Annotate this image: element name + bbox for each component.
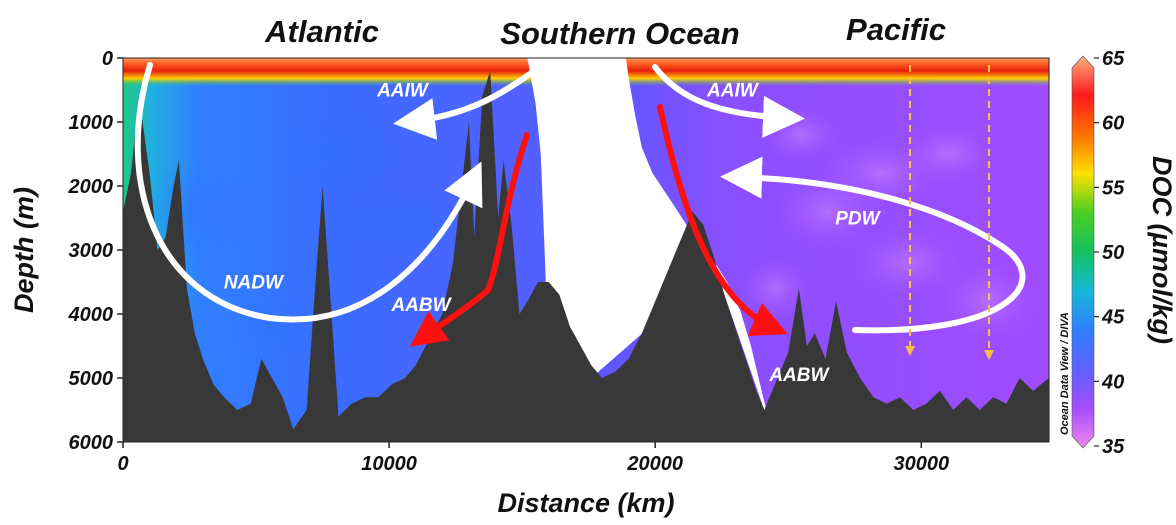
concentration-patch-2 <box>892 119 1003 189</box>
y-tick-label-0: 0 <box>102 48 113 70</box>
water-mass-label-aaiw-0: AAIW <box>376 80 430 101</box>
colorbar-tick-label-1: 40 <box>1101 371 1124 393</box>
concentration-patch-8 <box>265 109 406 199</box>
no-data-region <box>527 58 770 423</box>
y-tick-label-1: 1000 <box>69 112 114 134</box>
water-mass-label-pdw-5: PDW <box>835 208 881 229</box>
water-mass-labels: AAIW AAIW NADW AABW AABW PDW <box>224 80 882 386</box>
colorbar-tick-label-4: 55 <box>1102 177 1125 199</box>
region-label-atlantic: Atlantic <box>264 14 379 49</box>
y-tick-label-3: 3000 <box>69 240 114 262</box>
credit-text: Ocean Data View / DIVA <box>1059 312 1071 435</box>
colorbar-label: DOC (µmol/kg) <box>1147 156 1176 344</box>
plot-area: AAIW AAIW NADW AABW AABW PDW <box>123 58 1049 442</box>
aaiw-pacific-arrow <box>652 64 805 138</box>
y-axis-label: Depth (m) <box>9 187 39 313</box>
x-axis-ticks: 0 10000 20000 30000 <box>117 442 949 475</box>
colorbar-ticks: 35 40 45 50 55 60 65 <box>1094 48 1125 458</box>
x-tick-label-3: 30000 <box>893 453 949 475</box>
region-label-pacific: Pacific <box>846 12 946 47</box>
circulation-arrows <box>134 62 1026 360</box>
y-tick-label-6: 6000 <box>69 432 114 454</box>
water-mass-label-nadw-2: NADW <box>224 272 285 293</box>
aabw-atlantic-arrow <box>409 132 530 347</box>
pdw-arrow <box>720 156 1026 334</box>
colorbar-tick-label-2: 45 <box>1101 307 1125 329</box>
colorbar-scale <box>1071 55 1095 449</box>
dashed-profile-arrowhead-2 <box>984 350 994 360</box>
colorbar-tick-label-0: 35 <box>1102 436 1125 458</box>
dashed-profile-arrowhead-1 <box>905 346 915 356</box>
y-axis-ticks: 0 1000 2000 3000 4000 5000 6000 <box>68 48 123 454</box>
region-labels: Atlantic Southern Ocean Pacific <box>264 12 946 51</box>
water-mass-label-aabw-3: AABW <box>390 295 452 316</box>
y-tick-label-5: 5000 <box>69 368 114 390</box>
region-label-southern-ocean: Southern Ocean <box>500 16 739 51</box>
concentration-patch-4 <box>932 256 1043 347</box>
aaiw-atlantic-arrow <box>393 64 543 140</box>
y-tick-label-4: 4000 <box>68 304 114 326</box>
colorbar: 35 40 45 50 55 60 65 DOC (µmol/kg) <box>1071 48 1176 458</box>
x-axis-label: Distance (km) <box>497 488 674 518</box>
x-tick-label-0: 0 <box>117 453 128 475</box>
seafloor-bathymetry <box>123 70 1049 442</box>
nadw-arrow <box>134 62 483 323</box>
water-mass-label-aaiw-1: AAIW <box>706 80 760 101</box>
x-tick-label-2: 20000 <box>626 453 683 475</box>
colorbar-tick-label-3: 50 <box>1102 242 1124 264</box>
colorbar-tick-label-6: 65 <box>1102 48 1125 70</box>
colorbar-tick-label-5: 60 <box>1102 113 1124 135</box>
water-mass-label-aabw-4: AABW <box>768 365 830 386</box>
aabw-pacific-arrow <box>657 104 788 337</box>
y-tick-label-2: 2000 <box>68 176 114 198</box>
x-tick-label-1: 10000 <box>361 453 417 475</box>
